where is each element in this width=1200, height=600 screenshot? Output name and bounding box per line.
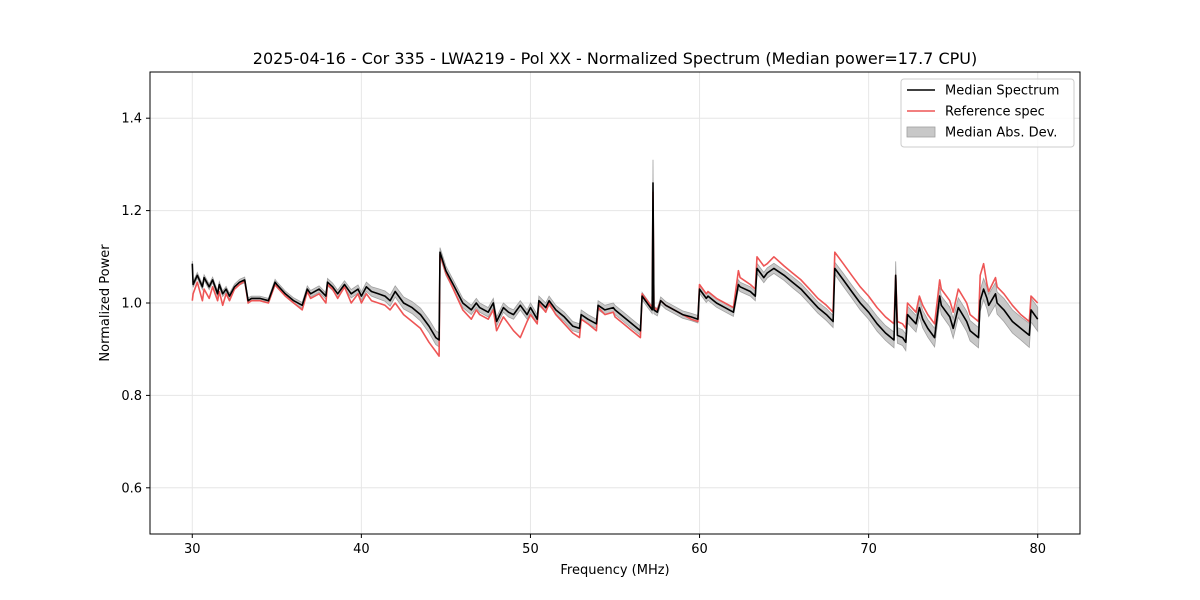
legend-entry-median: Median Spectrum (945, 84, 1059, 99)
y-tick-label: 1.4 (121, 112, 142, 127)
x-tick-label: 30 (184, 542, 201, 557)
mad-band-layer (191, 159, 1039, 352)
x-tick-label: 40 (353, 542, 370, 557)
reference-line-layer (191, 191, 1039, 357)
legend-entry-mad: Median Abs. Dev. (945, 126, 1057, 141)
median-spectrum-line (191, 182, 1039, 344)
y-tick-label: 1.0 (121, 297, 142, 312)
y-axis-ticks: 0.6 0.8 1.0 1.2 1.4 (121, 112, 150, 496)
y-tick-label: 1.2 (121, 204, 142, 219)
legend-entry-reference: Reference spec (945, 105, 1045, 120)
x-tick-label: 50 (522, 542, 539, 557)
y-tick-label: 0.6 (121, 481, 142, 496)
chart-title: 2025-04-16 - Cor 335 - LWA219 - Pol XX -… (253, 49, 977, 68)
y-tick-label: 0.8 (121, 389, 142, 404)
x-tick-label: 80 (1029, 542, 1046, 557)
mad-band (191, 159, 1039, 352)
x-tick-label: 60 (691, 542, 708, 557)
legend-swatch-mad (906, 126, 936, 138)
grid (150, 72, 1080, 534)
y-axis-label: Normalized Power (98, 244, 113, 362)
legend-box (900, 78, 1075, 148)
reference-spectrum-line (191, 191, 1039, 357)
x-axis-label: Frequency (MHz) (560, 563, 669, 578)
x-tick-label: 70 (860, 542, 877, 557)
x-axis-ticks: 30 40 50 60 70 80 (184, 534, 1046, 557)
legend: Median Spectrum Reference spec Median Ab… (900, 78, 1075, 148)
median-line-layer (191, 182, 1039, 344)
